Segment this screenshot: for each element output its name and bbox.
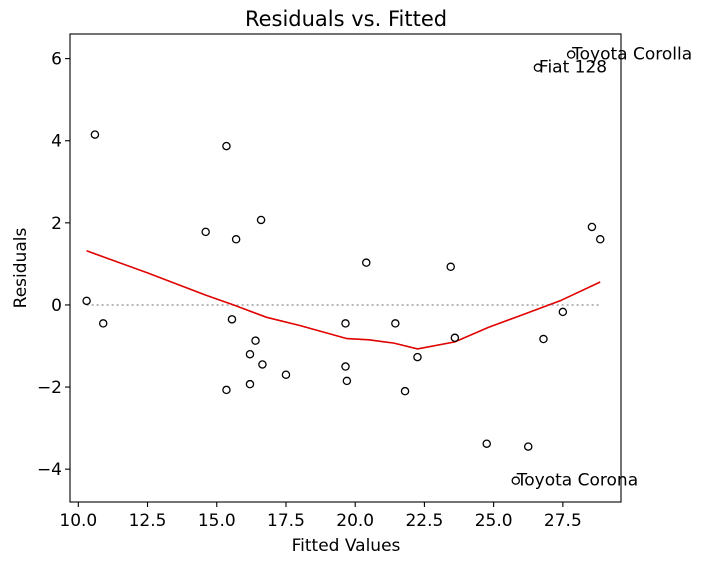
- x-tick-label: 17.5: [267, 511, 305, 531]
- x-tick-label: 25.0: [475, 511, 513, 531]
- residual-point: [511, 476, 521, 485]
- y-tick-label: 4: [51, 132, 62, 152]
- x-tick-label: 20.0: [336, 511, 374, 531]
- x-tick-label: 10.0: [59, 511, 97, 531]
- residual-point: [231, 235, 241, 244]
- residual-point: [256, 215, 266, 225]
- y-axis-label: Residuals: [11, 228, 31, 309]
- residual-point: [222, 385, 231, 395]
- smoothed-trend-line: [86, 250, 601, 350]
- residual-point: [281, 370, 291, 379]
- residual-point: [446, 262, 455, 272]
- residual-point: [341, 362, 350, 371]
- residual-point: [362, 258, 371, 267]
- residual-point: [566, 50, 576, 59]
- residual-point: [482, 439, 491, 448]
- point-annotation: Fiat 128: [539, 58, 607, 78]
- chart-title: Residuals vs. Fitted: [245, 7, 447, 31]
- residual-point: [341, 319, 350, 328]
- residual-point: [595, 235, 605, 244]
- smoother-layer: [86, 250, 601, 350]
- x-tick-label: 22.5: [405, 511, 443, 531]
- residual-point: [539, 334, 548, 344]
- residual-point: [587, 222, 597, 232]
- residual-point: [342, 376, 352, 386]
- point-annotation: Toyota Corolla: [571, 45, 692, 65]
- residual-point: [201, 227, 210, 237]
- residual-point: [523, 442, 533, 451]
- residual-point: [400, 386, 410, 396]
- x-axis-label: Fitted Values: [292, 536, 401, 556]
- residual-point: [450, 333, 460, 343]
- x-tick-label: 12.5: [129, 511, 167, 531]
- residual-point: [391, 319, 400, 328]
- residual-point: [82, 296, 91, 306]
- residual-point: [558, 307, 568, 317]
- y-tick-label: 2: [51, 214, 62, 234]
- residual-point: [222, 141, 231, 151]
- residual-point: [90, 130, 100, 139]
- y-tick-label: 6: [51, 50, 62, 70]
- residual-point: [413, 352, 422, 362]
- y-tick-label: −4: [37, 460, 62, 480]
- y-tick-label: −2: [37, 378, 62, 398]
- residual-point: [258, 360, 267, 369]
- y-tick-label: 0: [51, 296, 62, 316]
- residual-points: [82, 50, 605, 485]
- point-annotation: Toyota Corona: [516, 471, 638, 491]
- residual-point: [245, 349, 255, 359]
- residual-point: [533, 63, 543, 72]
- axis-ticks: 10.0 12.5 15.0 17.5 20.0 22.5 25.0 27.5 −4 −2 0 2 4 6: [37, 50, 582, 531]
- residual-point: [227, 315, 237, 324]
- x-tick-label: 27.5: [544, 511, 582, 531]
- residual-point: [245, 379, 255, 389]
- residual-point: [98, 319, 108, 328]
- plot-area-frame: [69, 33, 622, 503]
- residual-point: [251, 336, 260, 345]
- x-tick-label: 15.0: [198, 511, 236, 531]
